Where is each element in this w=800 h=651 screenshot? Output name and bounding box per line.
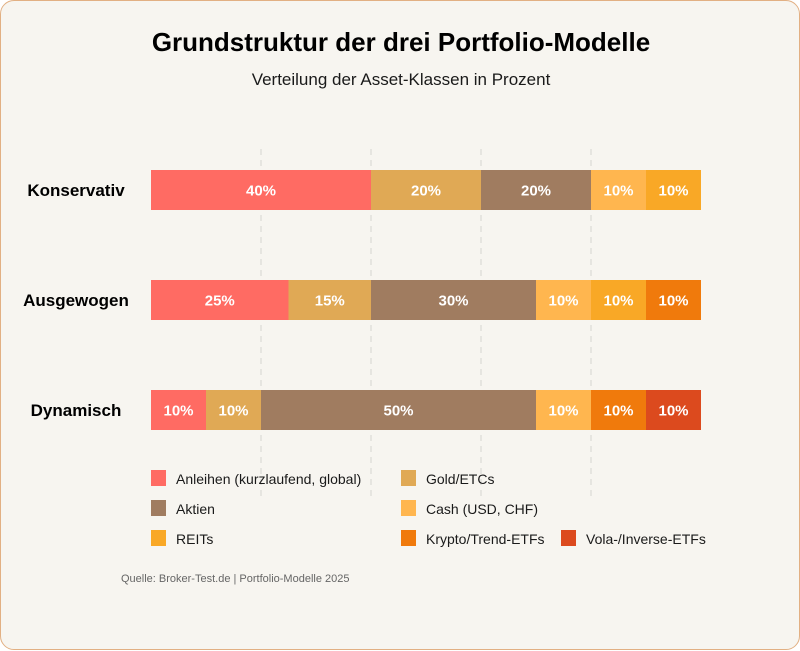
legend: Anleihen (kurzlaufend, global) Gold/ETCs A… [151, 470, 706, 547]
bar-segment-anleihen-kurzlaufend-global [151, 280, 289, 320]
legend-swatch-reits [151, 530, 166, 546]
bar-segment-cash-usd-chf [591, 170, 646, 210]
category-label: Dynamisch [31, 401, 122, 420]
source-note: Quelle: Broker-Test.de | Portfolio-Model… [121, 573, 349, 585]
legend-swatch-krypto-trend-etfs [401, 530, 416, 546]
legend-label: Anleihen (kurzlaufend, global) [176, 471, 361, 487]
bar-value-label: 20% [521, 183, 551, 200]
bar-segment-cash-usd-chf [536, 390, 591, 430]
category-label: Ausgewogen [23, 291, 129, 310]
legend-swatch-gold-etcs [401, 470, 416, 486]
bar-segment-gold-etcs [288, 280, 371, 320]
bar-value-label: 10% [548, 403, 578, 420]
bar-segment-reits [646, 170, 701, 210]
bar-segment-vola-inverse-etfs [646, 390, 701, 430]
bar-value-label: 10% [658, 293, 688, 310]
bar-value-label: 25% [205, 293, 235, 310]
bar-value-label: 40% [246, 183, 276, 200]
legend-label: Gold/ETCs [426, 471, 494, 487]
bar-segment-aktien [371, 280, 536, 320]
legend-swatch-anleihen-kurzlaufend-global [151, 470, 166, 486]
category-label: Konservativ [27, 181, 125, 200]
bar-value-label: 15% [315, 293, 345, 310]
bar-segment-krypto-trend-etfs [591, 390, 646, 430]
legend-swatch-vola-inverse-etfs [561, 530, 576, 546]
legend-label: Aktien [176, 501, 215, 517]
bar-value-label: 10% [658, 183, 688, 200]
bar-segment-aktien [481, 170, 591, 210]
bar-value-label: 10% [548, 293, 578, 310]
bar-value-label: 10% [658, 403, 688, 420]
legend-label: Cash (USD, CHF) [426, 501, 538, 517]
bar-value-label: 50% [383, 403, 413, 420]
bar-value-label: 10% [603, 293, 633, 310]
legend-label: Krypto/Trend-ETFs [426, 531, 545, 547]
bar-value-label: 10% [603, 183, 633, 200]
bar-segment-anleihen-kurzlaufend-global [151, 390, 206, 430]
bar-value-label: 10% [163, 403, 193, 420]
bar-segment-anleihen-kurzlaufend-global [151, 170, 371, 210]
legend-swatch-aktien [151, 500, 166, 516]
legend-label: REITs [176, 531, 213, 547]
bar-segment-aktien [261, 390, 536, 430]
bar-segment-cash-usd-chf [536, 280, 591, 320]
bar-value-label: 10% [603, 403, 633, 420]
chart-subtitle: Verteilung der Asset-Klassen in Prozent [252, 70, 551, 89]
bar-segment-krypto-trend-etfs [646, 280, 701, 320]
bar-segment-gold-etcs [206, 390, 261, 430]
bar-segment-reits [591, 280, 646, 320]
legend-label: Vola-/Inverse-ETFs [586, 531, 706, 547]
chart-title: Grundstruktur der drei Portfolio-Modelle [152, 27, 650, 57]
legend-swatch-cash-usd-chf [401, 500, 416, 516]
bar-segment-gold-etcs [371, 170, 481, 210]
bar-value-label: 30% [438, 293, 468, 310]
bar-value-label: 10% [218, 403, 248, 420]
bar-value-label: 20% [411, 183, 441, 200]
bars: Konservativ 40% 20% 20% 10% 10% Ausgewogen 25% 1… [23, 170, 701, 430]
